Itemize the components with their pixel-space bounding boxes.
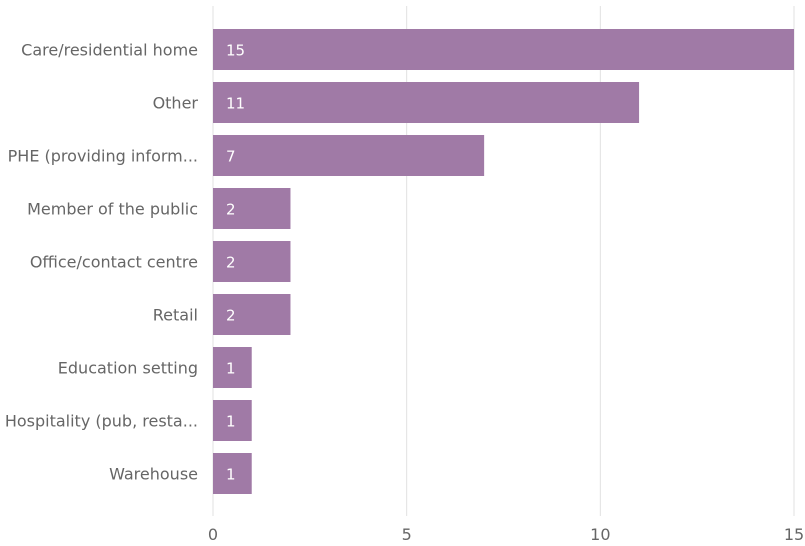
category-label: Education setting bbox=[58, 359, 198, 378]
data-label: 2 bbox=[226, 201, 236, 219]
category-label: Care/residential home bbox=[21, 41, 198, 60]
data-label: 1 bbox=[226, 360, 236, 378]
x-tick-label: 5 bbox=[402, 525, 412, 544]
category-labels: Care/residential home Other PHE (providing… bbox=[5, 41, 199, 484]
category-label: Hospitality (pub, resta... bbox=[5, 412, 198, 431]
bar bbox=[213, 135, 485, 176]
data-label: 1 bbox=[226, 413, 236, 431]
bar bbox=[213, 400, 252, 441]
category-label: PHE (providing inform... bbox=[8, 147, 198, 166]
bar bbox=[213, 29, 794, 70]
bar bbox=[213, 294, 291, 335]
category-label: Member of the public bbox=[27, 200, 198, 219]
category-label: Warehouse bbox=[109, 465, 198, 484]
data-label: 2 bbox=[226, 307, 236, 325]
bar bbox=[213, 453, 252, 494]
x-axis-ticks: 0 5 10 15 bbox=[208, 525, 804, 544]
x-tick-label: 0 bbox=[208, 525, 218, 544]
x-tick-label: 10 bbox=[590, 525, 610, 544]
bar bbox=[213, 241, 291, 282]
data-label: 7 bbox=[226, 148, 236, 166]
bar bbox=[213, 188, 291, 229]
data-label: 11 bbox=[226, 95, 245, 113]
data-label: 1 bbox=[226, 466, 236, 484]
data-label: 2 bbox=[226, 254, 236, 272]
data-label: 15 bbox=[226, 42, 245, 60]
category-label: Retail bbox=[153, 306, 198, 325]
bars bbox=[213, 29, 794, 494]
bar bbox=[213, 82, 640, 123]
category-label: Other bbox=[153, 94, 199, 113]
category-label: Office/contact centre bbox=[30, 253, 198, 272]
x-tick-label: 15 bbox=[784, 525, 804, 544]
bar bbox=[213, 347, 252, 388]
